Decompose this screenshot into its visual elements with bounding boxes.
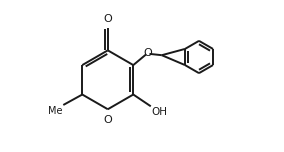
Text: Me: Me (48, 106, 62, 116)
Text: O: O (103, 115, 112, 125)
Text: O: O (143, 48, 152, 58)
Text: O: O (103, 14, 112, 24)
Text: OH: OH (152, 107, 168, 117)
